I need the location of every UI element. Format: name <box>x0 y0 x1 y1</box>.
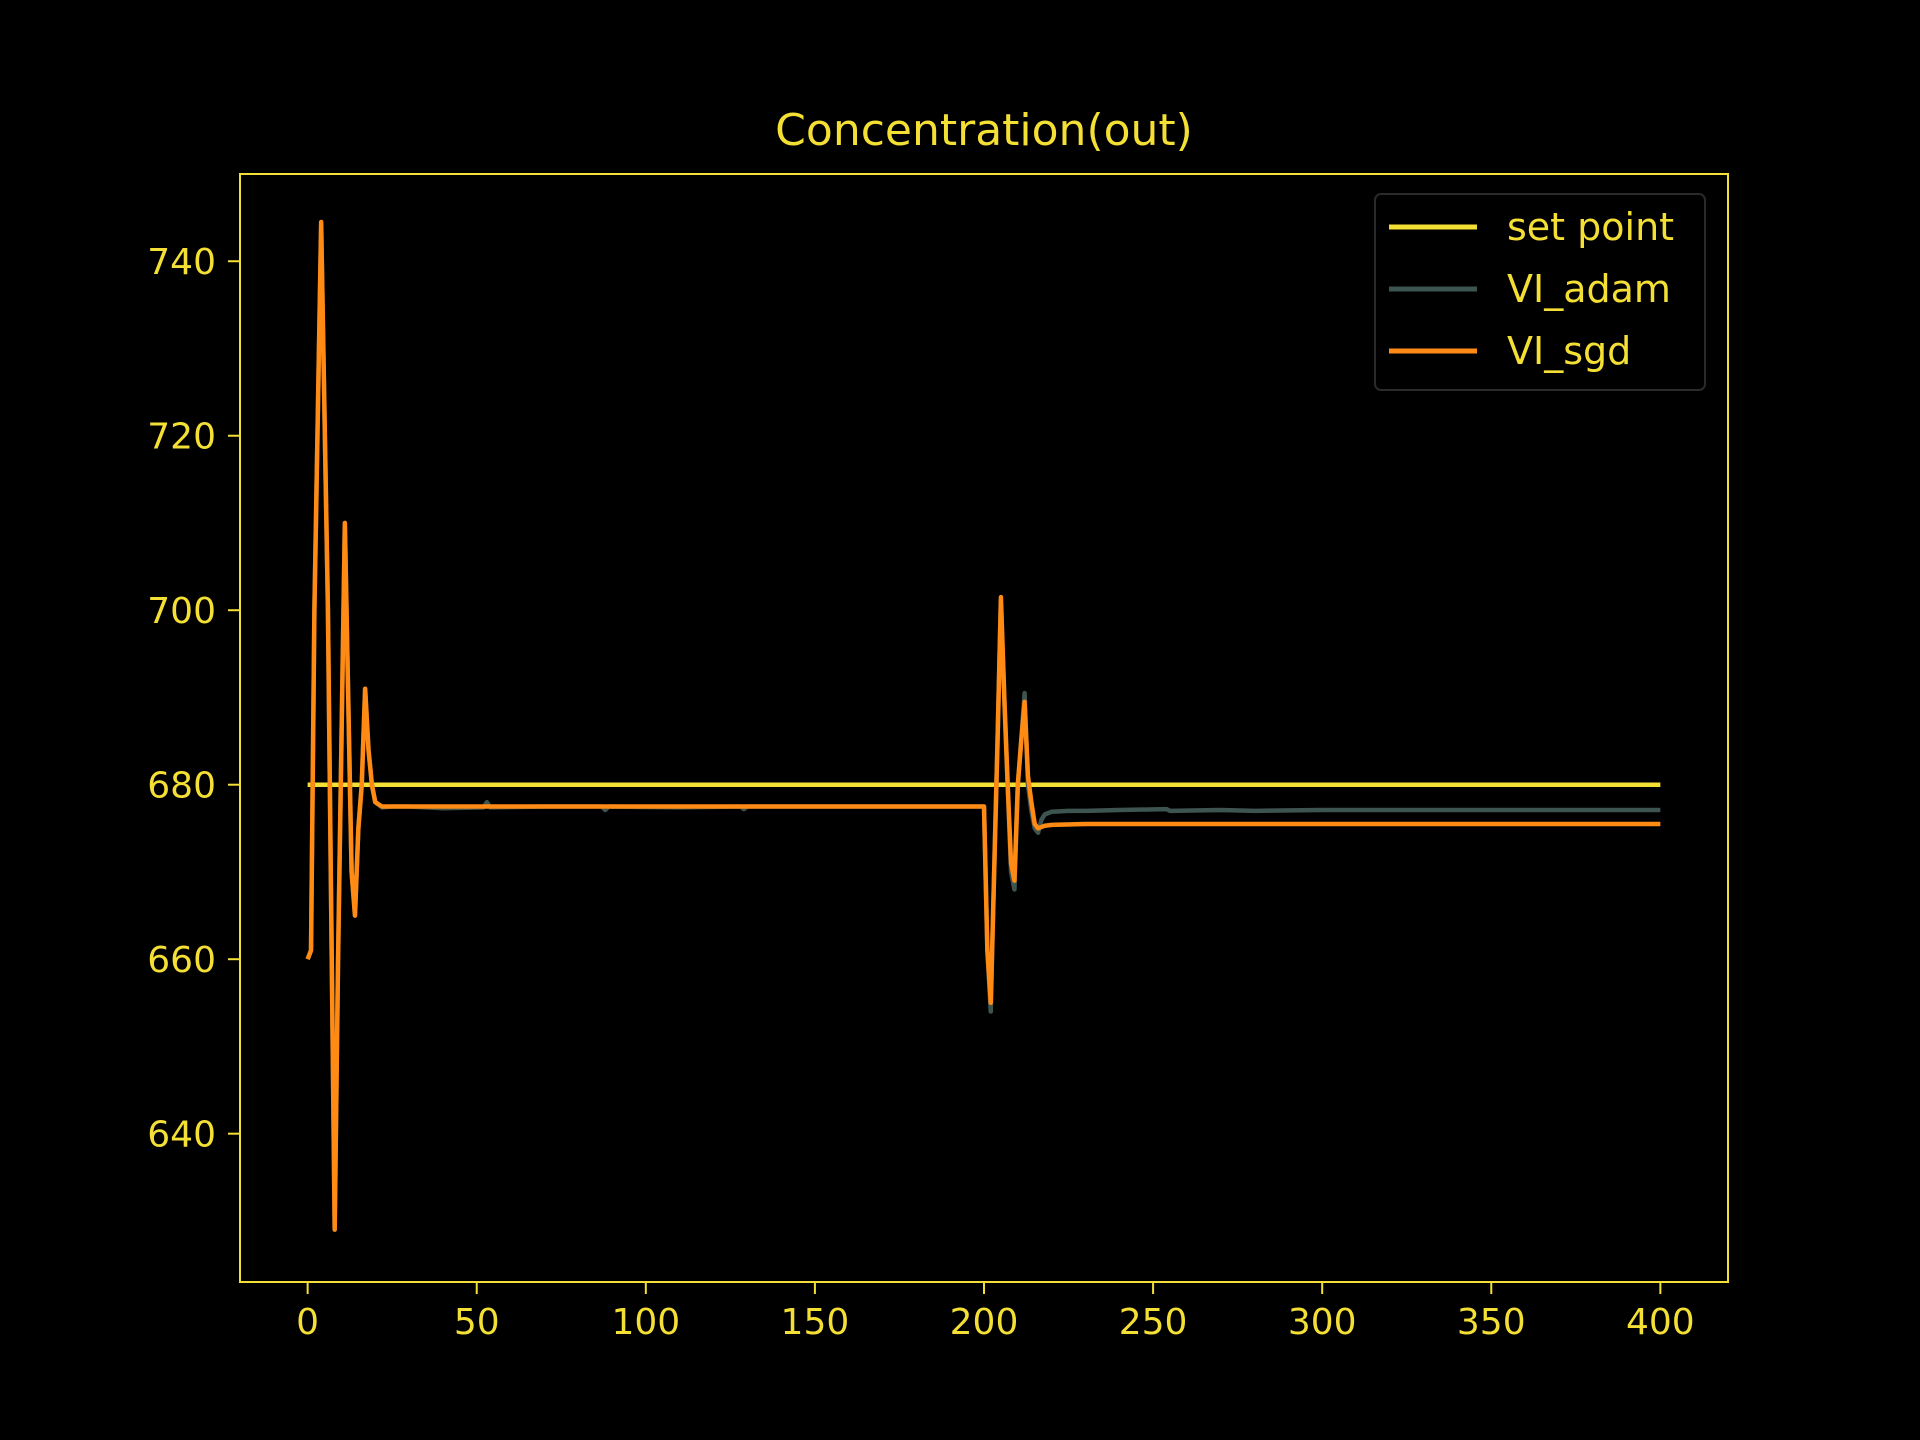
x-tick-label: 100 <box>611 1302 680 1343</box>
legend-label: VI_adam <box>1507 267 1671 311</box>
legend: set point VI_adam VI_sgd <box>1374 193 1706 391</box>
x-tick-label: 400 <box>1626 1302 1695 1343</box>
legend-label: set point <box>1507 205 1674 249</box>
series-layer <box>305 219 1661 1232</box>
series-line-vi-sgd <box>305 219 1661 1232</box>
x-tick-label: 0 <box>296 1302 319 1343</box>
y-tick-label: 740 <box>147 242 216 283</box>
y-tick-label: 640 <box>147 1115 216 1156</box>
legend-label: VI_sgd <box>1507 329 1631 373</box>
x-tick-label: 50 <box>454 1302 500 1343</box>
x-axis-ticks: 0 50 100 150 200 250 300 350 400 <box>296 1282 1695 1343</box>
x-tick-label: 300 <box>1288 1302 1357 1343</box>
y-tick-label: 720 <box>147 417 216 458</box>
x-tick-label: 350 <box>1457 1302 1526 1343</box>
x-tick-label: 150 <box>781 1302 850 1343</box>
y-tick-label: 680 <box>147 766 216 807</box>
y-axis-ticks: 640 660 680 700 720 740 <box>147 242 240 1156</box>
legend-box <box>1374 193 1706 391</box>
y-tick-label: 700 <box>147 591 216 632</box>
x-tick-label: 200 <box>950 1302 1019 1343</box>
chart-title: Concentration(out) <box>775 105 1193 156</box>
y-tick-label: 660 <box>147 940 216 981</box>
x-tick-label: 250 <box>1119 1302 1188 1343</box>
